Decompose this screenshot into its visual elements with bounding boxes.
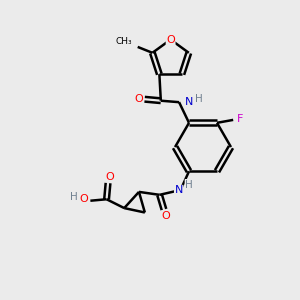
- Text: CH₃: CH₃: [116, 37, 132, 46]
- Text: O: O: [105, 172, 114, 182]
- Text: N: N: [184, 97, 193, 106]
- Text: H: H: [185, 179, 193, 190]
- Text: O: O: [134, 94, 143, 104]
- Text: O: O: [79, 194, 88, 204]
- Text: F: F: [236, 114, 243, 124]
- Text: O: O: [161, 211, 170, 221]
- Text: H: H: [70, 192, 78, 202]
- Text: N: N: [175, 185, 183, 195]
- Text: O: O: [166, 34, 175, 45]
- Text: H: H: [195, 94, 203, 103]
